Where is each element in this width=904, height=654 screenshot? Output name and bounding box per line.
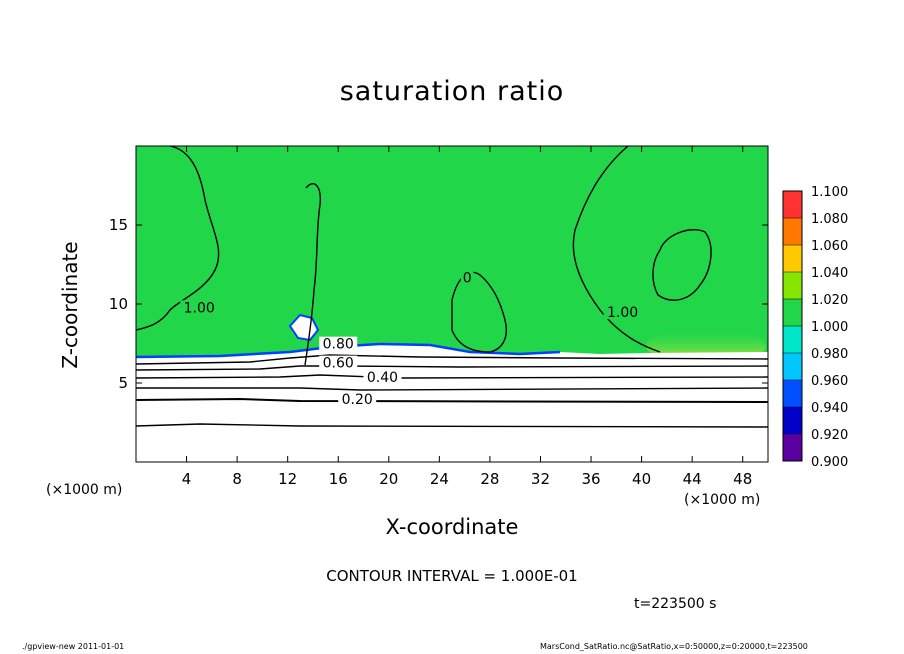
contour-interval-text: CONTOUR INTERVAL = 1.000E-01 xyxy=(326,567,578,585)
x-tick-label-0: 4 xyxy=(182,470,192,488)
colorbar-label-9: 1.080 xyxy=(811,212,848,227)
contour-label-1: 1.00 xyxy=(607,305,638,321)
colorbar-label-5: 1.000 xyxy=(811,320,848,335)
dry-region xyxy=(136,344,768,462)
colorbar-label-4: 0.980 xyxy=(811,347,848,362)
colorbar-segment-0 xyxy=(783,434,802,461)
y-tick-label-1: 10 xyxy=(109,295,128,313)
colorbar: 0.900 0.920 0.940 0.960 0.980 1.000 1.020 1.040… xyxy=(782,185,848,470)
contour-label-bg-5 xyxy=(338,391,377,406)
x-tick-label-7: 32 xyxy=(531,470,550,488)
x-tick-label-4: 20 xyxy=(379,470,398,488)
contour-label-bg-3 xyxy=(319,355,358,370)
contour-0.3 xyxy=(136,387,768,391)
colorbar-segment-1 xyxy=(783,407,802,434)
time-label: t=223500 s xyxy=(634,596,717,612)
footer-right: MarsCond_SatRatio.nc@SatRatio,x=0:50000,… xyxy=(540,642,808,651)
contour-0.4 xyxy=(136,374,768,379)
contour-column xyxy=(304,183,322,366)
contour-1-left xyxy=(136,146,220,331)
contour-label-bg-2 xyxy=(319,336,358,351)
x-unit-label-left: (×1000 m) xyxy=(46,482,123,498)
contour-label-2: 0.80 xyxy=(323,337,354,353)
colorbar-label-7: 1.040 xyxy=(811,266,848,281)
x-tick-label-8: 36 xyxy=(581,470,600,488)
plot-area: 1.00 1.00 0.80 0.60 0.40 0.20 0 xyxy=(136,146,768,462)
contour-label-3: 0.60 xyxy=(323,356,354,372)
colorbar-label-1: 0.920 xyxy=(811,428,848,443)
colorbar-segment-4 xyxy=(783,326,802,353)
x-tick-label-10: 44 xyxy=(683,470,702,488)
x-tick-label-1: 8 xyxy=(232,470,242,488)
x-tick-label-6: 28 xyxy=(480,470,499,488)
colorbar-label-6: 1.020 xyxy=(811,293,848,308)
x-tick-label-11: 48 xyxy=(733,470,752,488)
contour-label-6: 0 xyxy=(463,270,472,286)
contour-0.8 xyxy=(136,354,768,365)
colorbar-label-10: 1.100 xyxy=(811,185,848,200)
footer-left: ./gpview-new 2011-01-01 xyxy=(22,642,125,651)
colorbar-segment-6 xyxy=(783,272,802,299)
colorbar-label-8: 1.060 xyxy=(811,239,848,254)
contour-label-bg-0 xyxy=(180,300,219,315)
contour-1-closed xyxy=(652,229,712,301)
x-tick-label-3: 16 xyxy=(329,470,348,488)
contour-label-0: 1.00 xyxy=(184,300,215,316)
contour-label-5: 0.20 xyxy=(342,392,373,408)
x-tick-label-9: 40 xyxy=(632,470,651,488)
colorbar-label-3: 0.960 xyxy=(811,374,848,389)
blue-band xyxy=(136,342,561,359)
contour-label-4: 0.40 xyxy=(367,370,398,386)
contour-label-bg-1 xyxy=(603,305,642,320)
x-tick-label-2: 12 xyxy=(278,470,297,488)
contour-label-bg-6 xyxy=(460,270,474,285)
y-axis: 5 10 15 xyxy=(109,216,768,392)
colorbar-segment-3 xyxy=(783,353,802,380)
contour-label-bg-4 xyxy=(363,369,402,384)
x-unit-label-right: (×1000 m) xyxy=(684,492,761,508)
y-tick-label-2: 15 xyxy=(109,216,128,234)
colorbar-segment-7 xyxy=(783,245,802,272)
x-axis-label: X-coordinate xyxy=(385,515,519,539)
colorbar-segment-2 xyxy=(783,380,802,407)
contour-1-right xyxy=(572,146,661,353)
colorbar-label-0: 0.900 xyxy=(811,455,848,470)
x-tick-label-5: 24 xyxy=(430,470,449,488)
colorbar-segment-8 xyxy=(783,218,802,245)
x-axis: 4 8 12 16 20 24 28 32 36 40 44 48 xyxy=(182,146,752,488)
chart-title: saturation ratio xyxy=(339,76,565,107)
contour-0.2 xyxy=(136,397,768,403)
colorbar-label-2: 0.940 xyxy=(811,401,848,416)
colorbar-segment-5 xyxy=(783,299,802,326)
y-tick-label-0: 5 xyxy=(118,374,128,392)
colorbar-segment-9 xyxy=(783,191,802,218)
contour-0.1 xyxy=(136,423,768,428)
contour-lines xyxy=(136,146,768,428)
